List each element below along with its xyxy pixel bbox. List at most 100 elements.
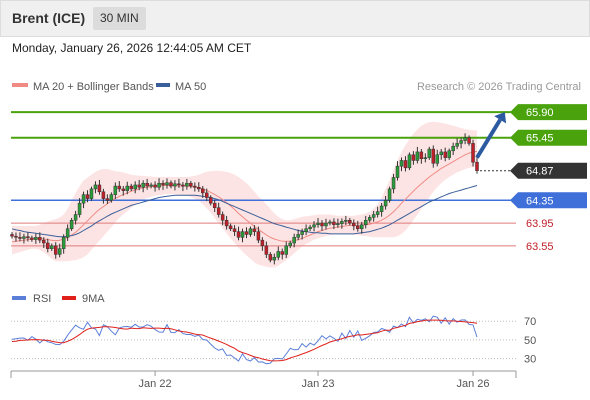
candle-body (379, 205, 384, 212)
candle-body (204, 192, 209, 198)
candle (161, 180, 165, 190)
candle-body (208, 197, 213, 204)
candle-body (65, 228, 70, 238)
candle (85, 190, 90, 203)
candle-body (193, 185, 197, 188)
candle (395, 161, 400, 181)
candle (399, 157, 404, 172)
legend-label-rsi: RSI (33, 293, 51, 305)
rsi-tick-label: 50 (524, 335, 536, 347)
candle-body (201, 188, 205, 194)
candle-body (391, 177, 396, 190)
candle-body (197, 186, 201, 190)
legend-swatch-9ma (62, 296, 76, 300)
candle-body (97, 184, 102, 193)
candle-body (308, 226, 312, 230)
candle (359, 221, 364, 234)
candle-body (169, 182, 173, 187)
candle (324, 218, 328, 230)
rsi-plot: 70 50 30 (11, 315, 536, 366)
candle (244, 227, 249, 239)
candle (280, 248, 285, 260)
candle-body (113, 185, 118, 195)
candle (49, 243, 54, 251)
last-price-tag (510, 162, 587, 179)
candle-body (49, 245, 54, 249)
candle (201, 185, 205, 198)
candle (348, 217, 352, 226)
candle-body (387, 188, 392, 201)
candle-body (463, 137, 467, 141)
chart-header: Brent (ICE) 30 MIN (0, 0, 590, 37)
timestamp: Monday, January 26, 2026 12:44:05 AM CET (12, 41, 252, 55)
candle-body (61, 237, 66, 249)
candle (101, 188, 106, 204)
candle-body (34, 237, 38, 240)
legend-swatch-ma20 (12, 83, 28, 87)
candle (181, 181, 185, 192)
candle-body (173, 183, 177, 187)
candle (18, 232, 22, 242)
candle-body (395, 165, 400, 178)
candle-body (292, 237, 296, 244)
candle-body (216, 207, 221, 215)
candle (435, 149, 440, 167)
x-axis-ticks: Jan 22 Jan 23 Jan 26 (139, 371, 490, 390)
candle (145, 178, 149, 190)
candle-body (129, 185, 133, 190)
candle-body (228, 225, 233, 230)
timeframe-button[interactable]: 30 MIN (93, 7, 146, 30)
candle (97, 179, 102, 195)
candle-body (256, 231, 261, 241)
legend-swatch-rsi (12, 296, 26, 300)
candle (177, 178, 181, 188)
candle-body (272, 256, 277, 261)
candle-body (93, 184, 98, 190)
candle (46, 238, 50, 253)
candle-body (212, 202, 217, 208)
candle-body (137, 184, 141, 188)
candle-body (352, 222, 356, 227)
candle-body (363, 219, 368, 226)
candle-body (459, 140, 463, 144)
candle-body (359, 224, 364, 230)
candle (109, 192, 114, 203)
candle (77, 198, 82, 218)
candle (125, 181, 130, 195)
candle-body (145, 182, 149, 187)
candle-body (320, 222, 324, 227)
candle-body (431, 148, 436, 164)
candle-body (383, 200, 388, 207)
candle-body (101, 191, 106, 199)
rsi-line (11, 315, 478, 365)
candle-body (475, 161, 479, 171)
x-tick-label: Jan 23 (302, 378, 335, 390)
candle (439, 148, 443, 160)
candle-body (42, 239, 46, 244)
candle-body (248, 228, 253, 235)
candle (232, 225, 237, 236)
candle (61, 234, 66, 254)
candle-body (411, 154, 416, 161)
candle (228, 223, 233, 232)
candle (276, 246, 281, 261)
candle-body (407, 154, 412, 169)
last-price-label: 64.87 (526, 166, 554, 178)
candle (165, 178, 169, 189)
candle (89, 186, 94, 201)
candle (356, 220, 360, 232)
candle-body (340, 221, 344, 224)
candle (328, 219, 332, 226)
credit-text: Research © 2026 Trading Central (417, 81, 581, 93)
candle (256, 226, 261, 244)
candle (236, 226, 241, 241)
forecast-arrow-shaft (475, 118, 502, 159)
candle-body (296, 234, 300, 238)
candle (455, 138, 459, 150)
price-plot: 65.90 65.45 64.87 64.35 63.95 63.55 (10, 104, 587, 268)
candle-body (220, 214, 225, 221)
resistance-tag-1 (510, 129, 587, 146)
candle-body (10, 234, 14, 237)
candle-body (105, 198, 110, 201)
resistance-label-1: 65.45 (526, 133, 554, 145)
